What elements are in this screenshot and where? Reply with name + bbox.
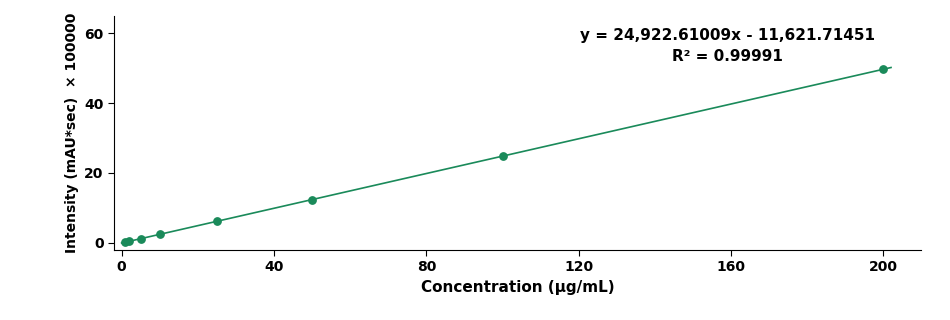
Point (133, 236, 148, 241)
Point (876, 67, 891, 72)
Point (495, 154, 510, 159)
Point (209, 219, 224, 224)
Point (152, 232, 167, 237)
Point (122, 239, 137, 244)
Point (118, 240, 133, 245)
Text: y = 24,922.61009x - 11,621.71451
R² = 0.99991: y = 24,922.61009x - 11,621.71451 R² = 0.… (580, 28, 875, 64)
Point (304, 197, 319, 202)
X-axis label: Concentration (µg/mL): Concentration (µg/mL) (421, 280, 615, 295)
Y-axis label: Intensity (mAU*sec)  × 100000: Intensity (mAU*sec) × 100000 (65, 12, 79, 253)
